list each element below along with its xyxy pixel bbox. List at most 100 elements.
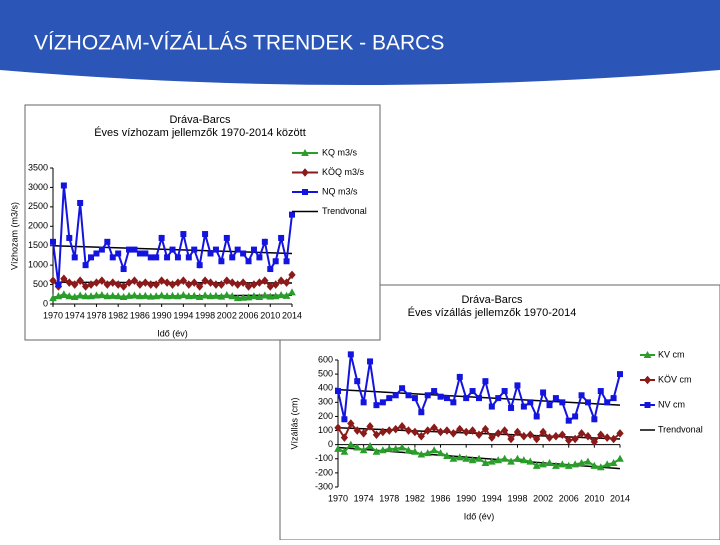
marker [609, 434, 618, 444]
marker [584, 457, 592, 465]
marker [163, 292, 171, 300]
marker [514, 382, 521, 389]
marker [476, 395, 482, 402]
marker [261, 238, 268, 245]
legend-label: NQ m3/s [322, 186, 358, 196]
legend-label: KÖV cm [658, 374, 692, 384]
x-tick-label: 1998 [507, 493, 527, 503]
marker [267, 266, 274, 273]
legend-label: Trendvonal [322, 206, 367, 216]
marker [552, 461, 560, 469]
marker [87, 292, 95, 300]
marker [449, 454, 458, 462]
marker [405, 392, 412, 399]
marker [346, 440, 355, 448]
marker [597, 430, 605, 440]
y-tick-label: 1000 [28, 260, 48, 270]
marker [379, 446, 387, 454]
marker [552, 431, 560, 441]
marker [526, 457, 535, 465]
marker [240, 250, 247, 257]
x-tick-label: 1986 [431, 493, 451, 503]
y-tick-label: -300 [315, 481, 333, 491]
marker [146, 292, 155, 300]
marker [462, 427, 470, 437]
legend-label: NV cm [658, 399, 685, 409]
marker [520, 456, 528, 464]
x-tick-label: 2002 [217, 310, 237, 320]
marker [360, 399, 367, 406]
marker [301, 148, 309, 156]
marker [142, 250, 149, 257]
marker [475, 430, 483, 440]
marker [234, 280, 242, 289]
marker [212, 280, 220, 289]
marker [109, 254, 116, 261]
marker [590, 461, 599, 469]
marker [443, 426, 451, 435]
marker [130, 276, 139, 285]
marker [379, 399, 386, 406]
x-tick-label: 1978 [379, 493, 399, 503]
marker [302, 189, 308, 195]
marker [449, 429, 458, 438]
marker [572, 413, 579, 420]
marker [558, 430, 566, 440]
marker [256, 254, 263, 261]
marker [191, 246, 198, 253]
legend-label: KV cm [658, 349, 685, 359]
marker [616, 429, 624, 438]
marker [399, 385, 406, 392]
marker [125, 291, 133, 299]
marker [571, 460, 579, 468]
marker [289, 211, 295, 218]
marker [577, 458, 586, 467]
marker [55, 281, 62, 288]
marker [552, 395, 559, 402]
marker [353, 426, 361, 435]
marker [437, 393, 444, 400]
marker [532, 461, 541, 469]
legend-label: KÖQ m3/s [322, 167, 365, 177]
x-tick-label: 1990 [456, 493, 476, 503]
marker [158, 234, 165, 241]
marker [430, 423, 438, 433]
marker [98, 276, 106, 285]
marker [222, 291, 231, 299]
marker [239, 278, 247, 287]
marker [597, 388, 604, 395]
x-tick-label: 2006 [559, 493, 579, 503]
x-axis-label: Idő (év) [157, 328, 188, 338]
marker [119, 282, 128, 291]
marker [114, 280, 122, 289]
y-tick-label: 500 [318, 368, 333, 378]
x-tick-label: 1982 [108, 310, 128, 320]
marker [93, 250, 100, 257]
marker [174, 278, 182, 287]
y-tick-label: 3000 [28, 182, 48, 192]
marker [481, 424, 490, 434]
marker [180, 231, 187, 238]
marker [136, 280, 144, 289]
header-band [0, 0, 720, 85]
marker [347, 419, 355, 428]
chart-title: Éves vízállás jellemzők 1970-2014 [408, 306, 577, 319]
marker [60, 290, 68, 298]
marker [250, 292, 258, 300]
marker [228, 292, 237, 300]
marker [482, 378, 489, 385]
y-tick-label: 500 [33, 279, 48, 289]
marker [430, 446, 438, 454]
marker [456, 373, 463, 380]
marker [255, 278, 264, 287]
marker [520, 431, 528, 441]
marker [526, 430, 534, 440]
marker [578, 392, 585, 399]
marker [130, 291, 139, 299]
marker [60, 274, 68, 284]
marker [398, 443, 406, 451]
marker [185, 280, 193, 289]
marker [616, 454, 624, 462]
marker [644, 402, 651, 408]
marker [234, 246, 241, 253]
